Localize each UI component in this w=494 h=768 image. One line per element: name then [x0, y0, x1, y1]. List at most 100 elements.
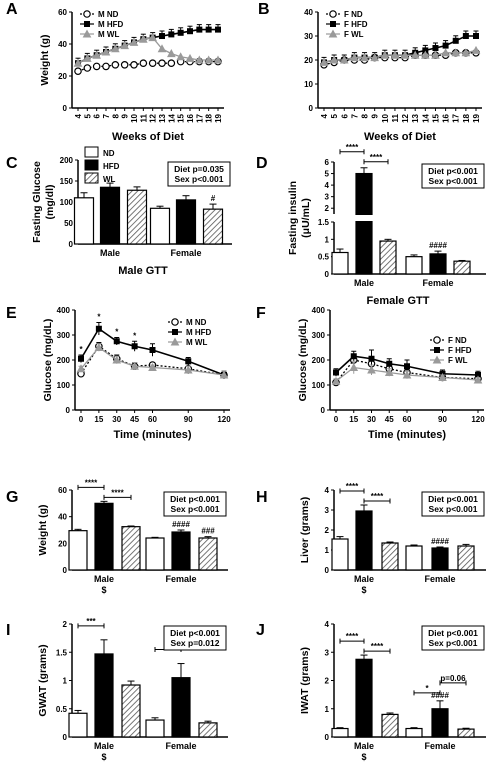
data-point: [183, 365, 193, 374]
x-tick-label: 12: [401, 113, 410, 122]
legend-marker: [433, 336, 441, 344]
data-point: [215, 26, 221, 33]
x-tick-label: 17: [452, 113, 461, 122]
significance-mark: ####: [172, 520, 190, 529]
bar-wl: [198, 722, 218, 738]
x-tick-label: 8: [361, 113, 370, 118]
x-tick-label: 5: [330, 113, 339, 118]
bar-wl: [379, 240, 397, 275]
data-point: [410, 50, 420, 59]
y-tick-label: 0: [325, 733, 330, 742]
bar-hfd: [99, 186, 121, 245]
data-point: [73, 58, 83, 67]
data-point: [76, 364, 86, 373]
legend-label: M HFD: [186, 328, 212, 337]
legend-marker: [330, 21, 336, 27]
stats-box: [421, 491, 485, 517]
data-point: [213, 55, 223, 64]
category-label: Female: [170, 248, 201, 258]
data-point: [360, 53, 369, 62]
significance-mark: *: [115, 328, 119, 337]
bar-nd: [145, 537, 165, 571]
stats-line: Diet p<0.001: [428, 166, 478, 176]
y-tick-label: 0: [63, 733, 68, 742]
y-tick-label: 100: [60, 198, 74, 207]
sex-diff-mark: $: [361, 752, 366, 762]
x-tick-label: 15: [349, 415, 358, 424]
panel-label: E: [6, 305, 17, 322]
y-tick-label: 3: [325, 193, 330, 202]
data-point: [176, 52, 186, 61]
legend-label: M WL: [186, 338, 207, 347]
bar-hfd: [431, 547, 449, 571]
category-label: Male: [354, 278, 374, 288]
y-tick-label: 0.5: [318, 253, 330, 262]
bar-wl: [381, 713, 399, 738]
y-axis-label: GWAT (grams): [37, 644, 49, 716]
y-tick-label: 0: [325, 270, 330, 279]
x-tick-label: 16: [442, 113, 451, 122]
data-point: [451, 48, 461, 57]
series-wl: [76, 342, 229, 379]
y-tick-label: 100: [312, 381, 326, 390]
data-point: [139, 59, 148, 68]
y-axis-label: Weight (g): [37, 504, 49, 555]
subtitle: Female GTT: [367, 295, 430, 307]
y-axis-label: Glucose (mg/dL): [297, 319, 309, 402]
panel-label: D: [256, 155, 268, 172]
significance-mark: #: [211, 194, 216, 203]
y-tick-label: 0.5: [56, 705, 68, 714]
data-point: [78, 355, 84, 362]
bar-wl: [202, 208, 224, 245]
y-tick-label: 5: [325, 170, 330, 179]
bar-hfd: [355, 172, 373, 275]
y-tick-label: 2: [325, 204, 330, 213]
x-tick-label: 7: [102, 113, 111, 118]
panel-h: H 0 1 2 3 4 Liver (grams) Male Female #### **** ***…: [256, 482, 486, 595]
legend-marker: [171, 318, 179, 326]
data-point: [339, 55, 349, 64]
y-tick-label: 40: [58, 513, 67, 522]
y-tick-label: 2: [325, 677, 330, 686]
data-point: [158, 59, 166, 68]
y-axis-label: IWAT (grams): [299, 647, 311, 714]
subtitle: Male GTT: [118, 265, 168, 277]
data-point: [167, 59, 176, 68]
comparison-label: ****: [85, 478, 98, 487]
y-tick-label: 1: [63, 677, 68, 686]
bar-wl: [457, 728, 475, 738]
y-tick-label: 40: [304, 8, 313, 17]
data-point: [194, 55, 204, 64]
data-point: [380, 50, 390, 59]
data-point: [333, 369, 339, 376]
bar-nd: [405, 545, 423, 571]
data-point: [187, 28, 193, 35]
panel-d: D 2 3 4 5 6 0 0.5 1 1.5 Fasting insulin (μU/mL) Male…: [256, 143, 486, 307]
x-tick-label: 14: [421, 113, 430, 122]
data-point: [159, 33, 165, 39]
data-point: [112, 355, 122, 364]
y-axis-label: Glucose (mg/dL): [42, 319, 54, 402]
stats-line: Sex p<0.001: [429, 176, 478, 186]
comparison-label: ****: [371, 492, 384, 501]
y-tick-label: 1.5: [318, 218, 330, 227]
comparison-label: ****: [346, 482, 359, 491]
x-tick-label: 12: [149, 113, 158, 122]
data-point: [431, 50, 440, 59]
legend-swatch: [84, 159, 99, 171]
data-point: [350, 353, 357, 360]
x-tick-label: 60: [403, 415, 412, 424]
panel-label: G: [6, 489, 18, 506]
x-tick-label: 9: [121, 113, 130, 118]
series-wl: [73, 33, 223, 67]
data-point: [432, 45, 439, 51]
panel-a: A 0 20 40 60 4 5 6 7 8 9 10 11 12 13 14 15 16 17 18 19 Weeks …: [6, 1, 224, 143]
panel-c: C 0 50 100 150 200 Fasting Glucose (mg/dl) Male F…: [6, 146, 232, 277]
axis-break: [328, 215, 336, 221]
y-axis-label: Fasting Glucose: [31, 161, 43, 243]
x-tick-label: 4: [320, 113, 329, 118]
y-tick-label: 1: [325, 705, 330, 714]
data-point: [149, 347, 156, 353]
